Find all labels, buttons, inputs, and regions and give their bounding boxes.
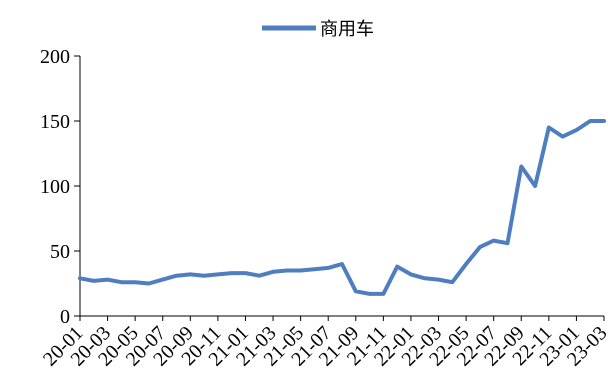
y-tick-label: 100 — [40, 176, 70, 198]
series-line — [78, 119, 606, 296]
plot-area — [78, 119, 606, 296]
y-tick-label: 0 — [60, 306, 70, 328]
x-axis: 20-0120-0320-0520-0720-0920-1121-0121-03… — [39, 315, 608, 371]
legend-label: 商用车 — [320, 19, 374, 40]
y-tick-label: 200 — [40, 46, 70, 68]
legend: 商用车 — [262, 19, 374, 40]
y-tick-label: 150 — [40, 111, 70, 133]
y-tick-label: 50 — [50, 241, 70, 263]
y-axis: 0 50 100 150 200 — [40, 46, 81, 328]
